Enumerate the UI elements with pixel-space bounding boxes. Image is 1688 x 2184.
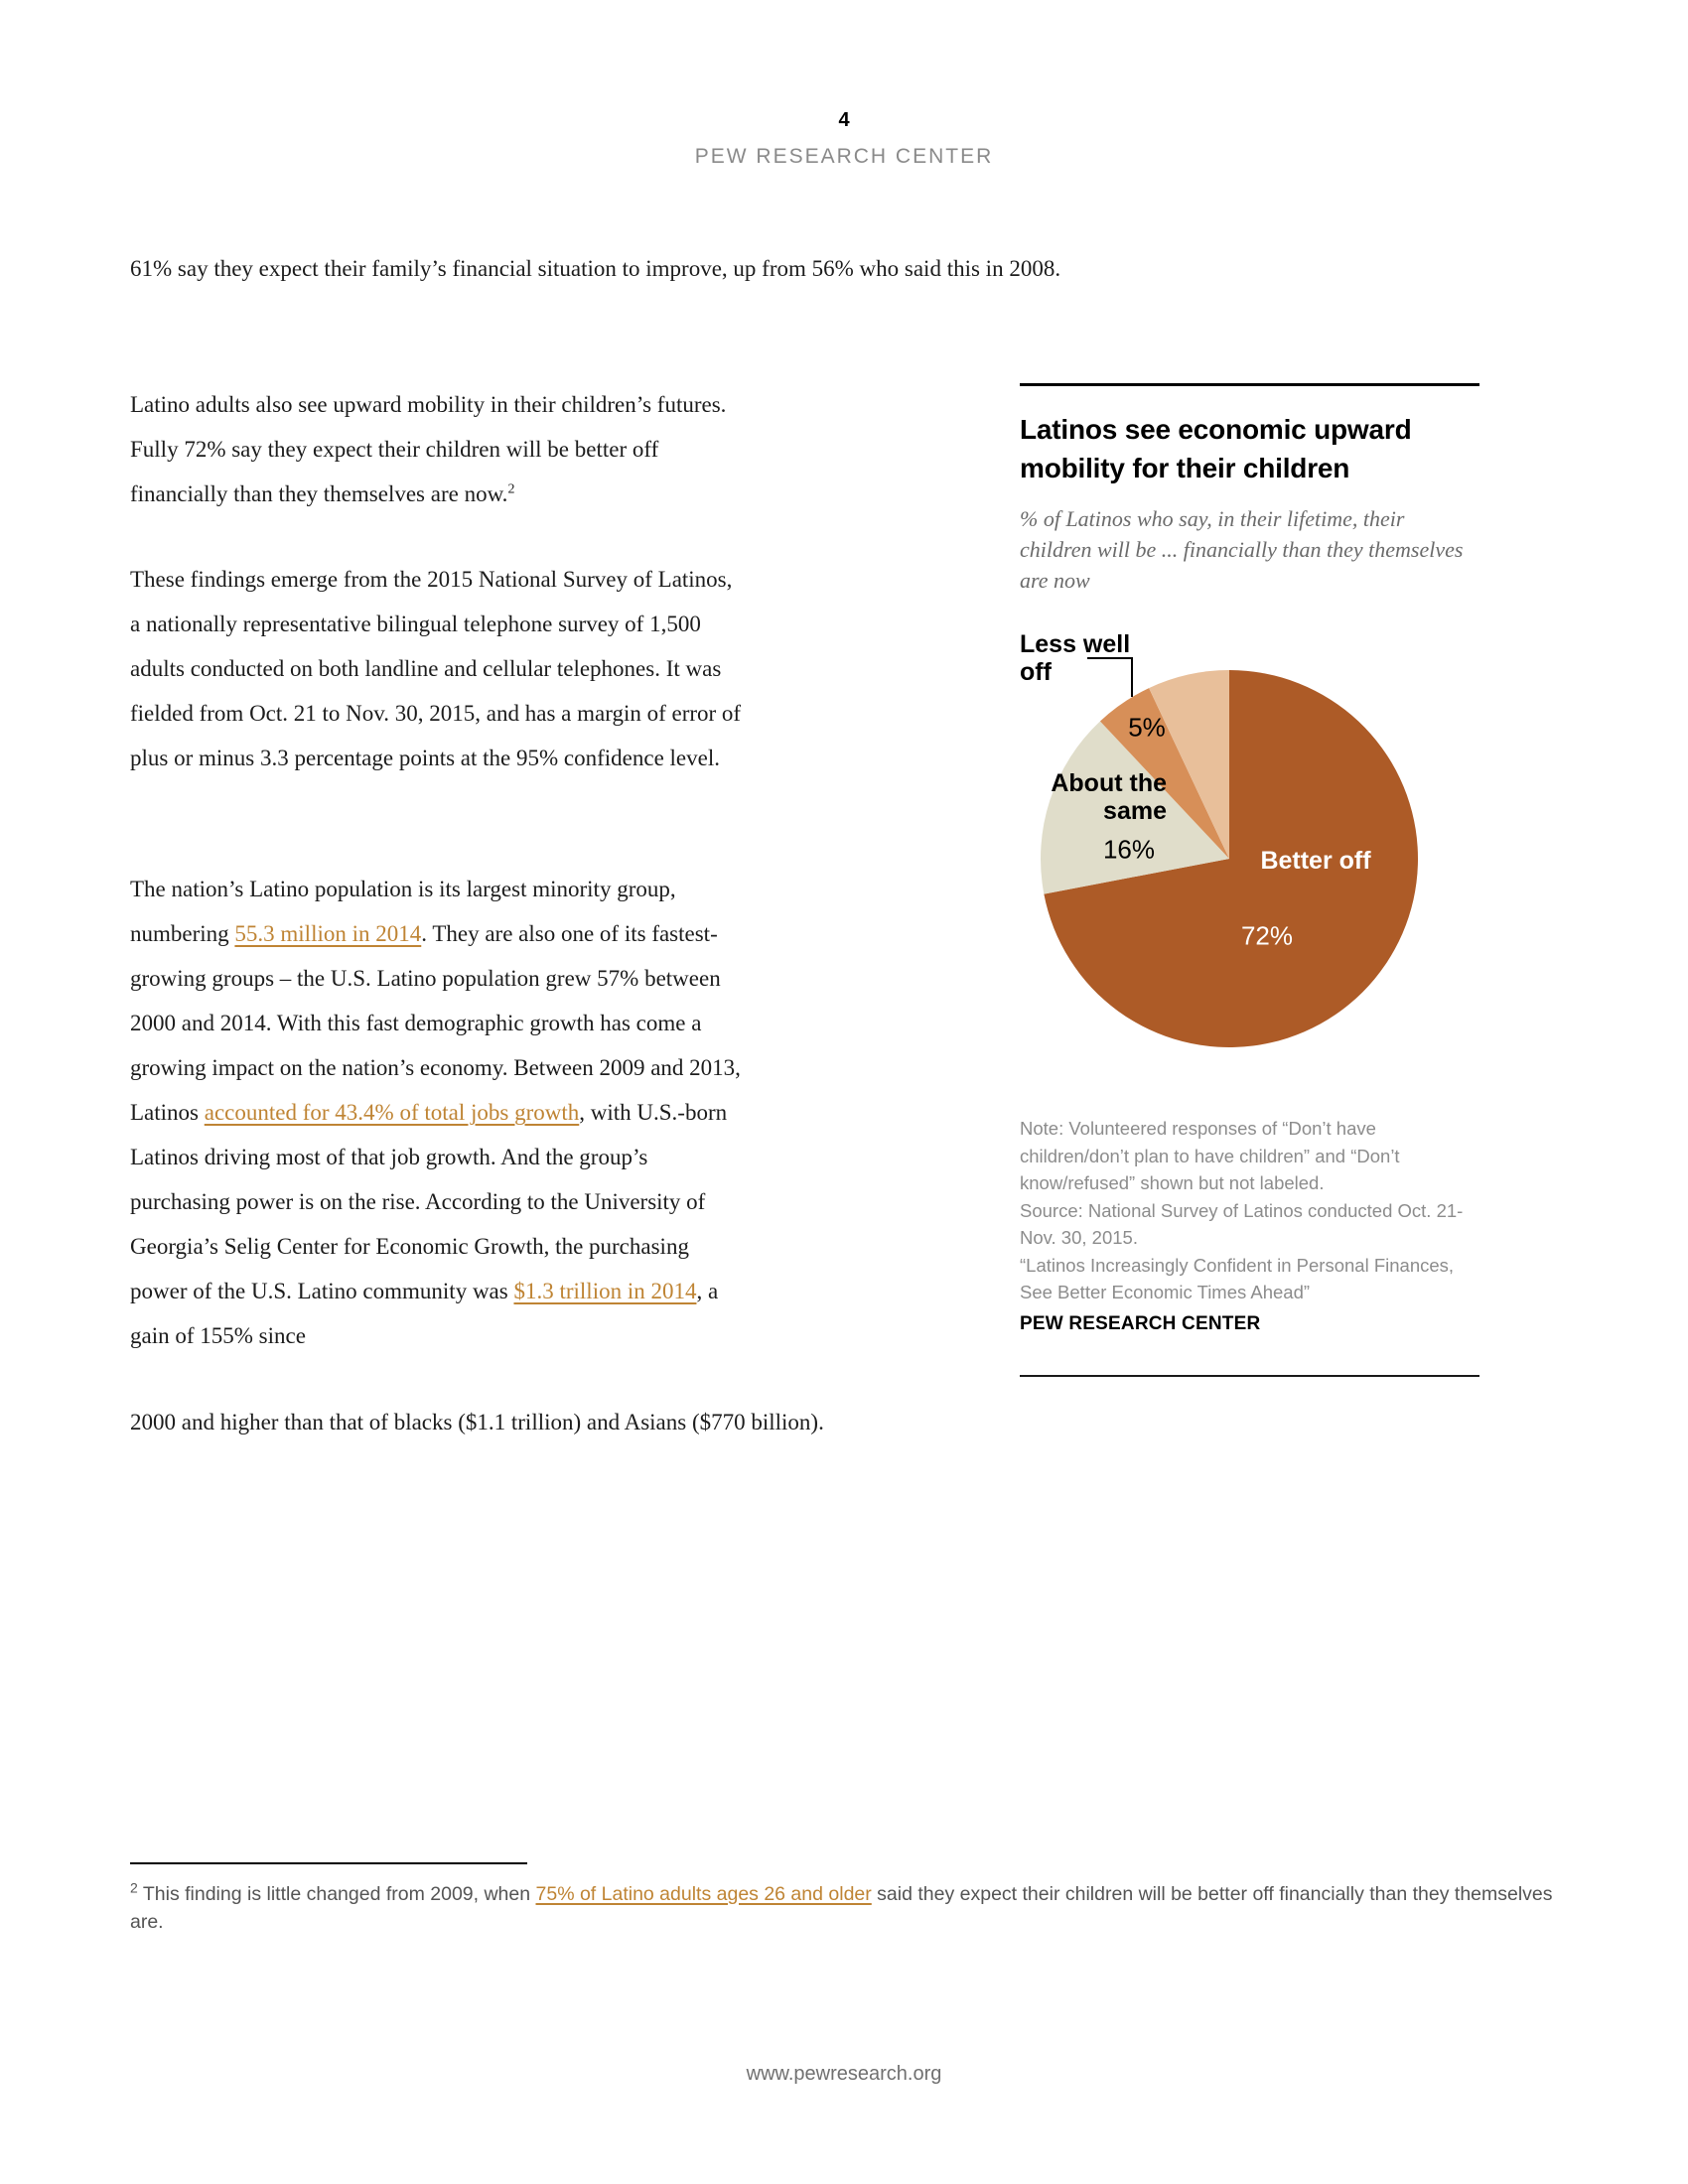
- page-number: 4: [838, 109, 850, 131]
- pie-value-better-off: 72%: [1240, 920, 1294, 951]
- superscript-footnote-ref: 2: [507, 481, 515, 497]
- pie-label-about-the-same: About the same: [1051, 769, 1167, 825]
- inline-link[interactable]: 55.3 million in 2014: [234, 921, 422, 946]
- footer-url: www.pewresearch.org: [746, 2063, 942, 2085]
- chart-note-line: Note: Volunteered responses of “Don’t ha…: [1020, 1118, 1400, 1193]
- paragraph-children-mobility: Latino adults also see upward mobility i…: [130, 392, 727, 506]
- inline-link[interactable]: $1.3 trillion in 2014: [513, 1279, 697, 1303]
- pie-value-about-the-same: 16%: [1102, 834, 1156, 865]
- footnote-text: This finding is little changed from 2009…: [130, 1883, 1553, 1933]
- pie-value-less-well-off: 5%: [1128, 712, 1166, 743]
- chart-report-line: “Latinos Increasingly Confident in Perso…: [1020, 1254, 1455, 1303]
- chart-title: Latinos see economic upward mobility for…: [1020, 414, 1412, 483]
- footnote-separator: [130, 1862, 527, 1864]
- pie-svg: [1041, 670, 1419, 1047]
- chart-panel: Latinos see economic upward mobility for…: [1020, 383, 1479, 1377]
- footnote-marker: 2: [130, 1879, 138, 1896]
- paragraph-survey-methodology: These findings emerge from the 2015 Nati…: [130, 567, 742, 770]
- callout-line-vertical: [1131, 657, 1133, 697]
- paragraph-latino-population-continued: 2000 and higher than that of blacks ($1.…: [130, 1410, 824, 1434]
- pie-chart: [1039, 668, 1420, 1049]
- callout-line-horizontal: [1087, 657, 1133, 659]
- chart-source-line: Source: National Survey of Latinos condu…: [1020, 1199, 1464, 1249]
- pie-slice-better-off: [1044, 670, 1419, 1047]
- paragraph-latino-population: The nation’s Latino population is its la…: [130, 877, 741, 1348]
- paragraph-financial-situation: 61% say they expect their family’s finan…: [130, 256, 1061, 281]
- pie-slice-unlabeled: [1149, 670, 1229, 859]
- inline-link[interactable]: 75% of Latino adults ages 26 and older: [535, 1883, 872, 1905]
- inline-link[interactable]: accounted for 43.4% of total jobs growth: [204, 1100, 580, 1125]
- site-header: PEW RESEARCH CENTER: [694, 145, 994, 168]
- pie-label-less-well-off: Less well off: [1020, 630, 1131, 686]
- chart-branding: PEW RESEARCH CENTER: [1020, 1313, 1261, 1334]
- footnote: 2 This finding is little changed from 20…: [130, 1881, 1580, 1936]
- chart-subtitle: % of Latinos who say, in their lifetime,…: [1020, 506, 1464, 593]
- pie-label-better-off: Better off: [1260, 847, 1371, 875]
- pie-slice-less-well-off: [1099, 688, 1229, 859]
- pie-slice-about-the-same: [1041, 721, 1229, 894]
- chart-notes: Note: Volunteered responses of “Don’t ha…: [1020, 1115, 1472, 1306]
